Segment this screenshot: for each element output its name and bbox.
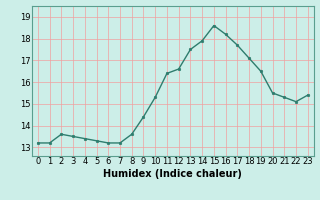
X-axis label: Humidex (Indice chaleur): Humidex (Indice chaleur) [103, 169, 242, 179]
